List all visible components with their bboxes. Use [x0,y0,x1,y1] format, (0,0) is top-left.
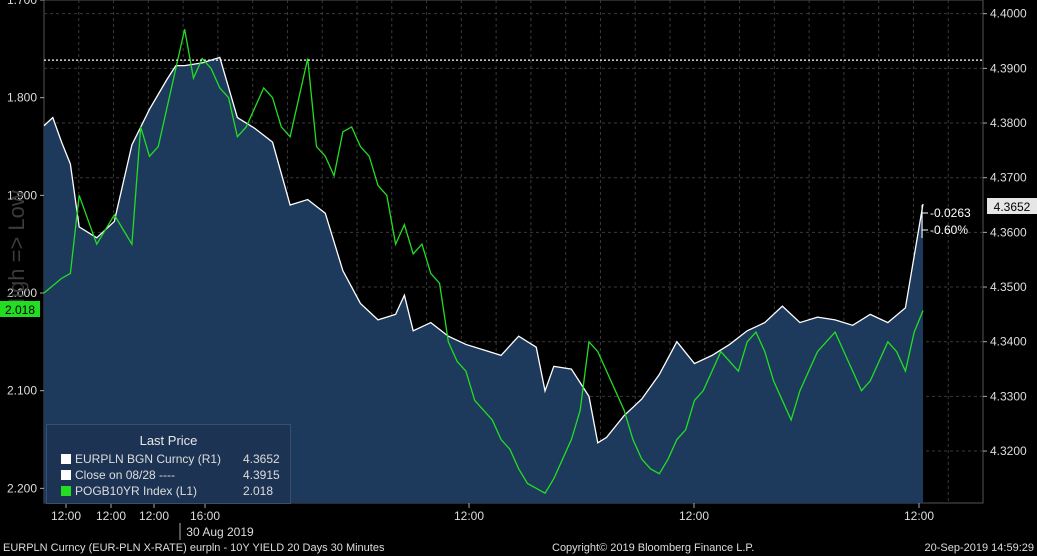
footer-left: EURPLN Curncy (EUR-PLN X-RATE) eurpln - … [3,542,385,554]
legend-row: Close on 08/28 ---- 4.3915 [61,468,280,483]
x-tick-label: 12:00 [904,509,934,523]
legend-value: 4.3652 [243,452,280,466]
x-tick-label: 12:00 [454,509,484,523]
x-date-label: 30 Aug 2019 [186,525,254,539]
legend-row: POGB10YR Index (L1) 2.018 [61,484,273,499]
x-tick-label: 16:00 [190,509,220,523]
x-tick-label: 12:00 [51,509,81,523]
x-tick-label: 12:00 [139,509,169,523]
left-tick-label: 1.900 [7,188,37,202]
x-tick-label: 12:00 [96,509,126,523]
right-tick-label: 4.3800 [990,116,1027,130]
left-tick-label: 1.800 [7,91,37,105]
legend-title: Last Price [139,433,198,448]
right-tick-label: 4.4000 [990,7,1027,21]
right-tick-label: 4.3200 [990,444,1027,458]
left-tick-label: 2.200 [7,481,37,495]
footer: EURPLN Curncy (EUR-PLN X-RATE) eurpln - … [0,540,1037,556]
footer-right: 20-Sep-2019 14:59:29 [924,542,1034,554]
right-tick-label: 4.3400 [990,335,1027,349]
legend-name: EURPLN BGN Curncy (R1) [75,452,222,466]
legend-value: 2.018 [243,484,274,498]
right-tick-label: 4.3500 [990,280,1027,294]
left-tick-label: 2.100 [7,384,37,398]
last-value: 4.3652 [994,200,1031,214]
right-axis: 4.4000 4.3900 4.3800 4.3700 4.3600 4.3500 4.34… [983,7,1027,458]
change-pct: -0.60% [930,223,968,237]
right-tick-label: 4.3700 [990,171,1027,185]
change-value: -0.0263 [930,206,971,220]
left-tick-label: 2.000 [7,286,37,300]
legend-swatch [61,486,71,496]
eurpln-line [43,56,924,444]
x-tick-label: 12:00 [679,509,709,523]
x-axis: 12:00 12:00 12:00 16:00 12:00 12:00 12:00 30 Au… [51,503,934,540]
left-tick-label: 1.700 [7,0,37,7]
legend-swatch [61,470,71,480]
legend-row: EURPLN BGN Curncy (R1) 4.3652 [61,452,280,467]
legend-name: Close on 08/28 ---- [75,468,176,482]
left-axis: 1.700 1.800 1.900 2.000 2.100 2.200 [7,0,44,495]
left-last-value-badge: 2.018 [0,301,40,317]
legend: Last Price EURPLN BGN Curncy (R1) 4.3652 … [46,424,291,504]
footer-center: Copyright© 2019 Bloomberg Finance L.P. [552,542,755,554]
right-tick-label: 4.3300 [990,389,1027,403]
legend-name: POGB10YR Index (L1) [75,484,198,498]
legend-swatch [61,454,71,464]
left-axis-label: High => Low [4,190,29,314]
right-last-value-badge: 4.3652 [987,198,1037,214]
change-labels: -0.0263 -0.60% [921,205,971,238]
left-last-value: 2.018 [5,303,35,317]
right-tick-label: 4.3600 [990,225,1027,239]
right-tick-label: 4.3900 [990,61,1027,75]
legend-value: 4.3915 [243,468,280,482]
pogb10yr-line [43,29,924,495]
